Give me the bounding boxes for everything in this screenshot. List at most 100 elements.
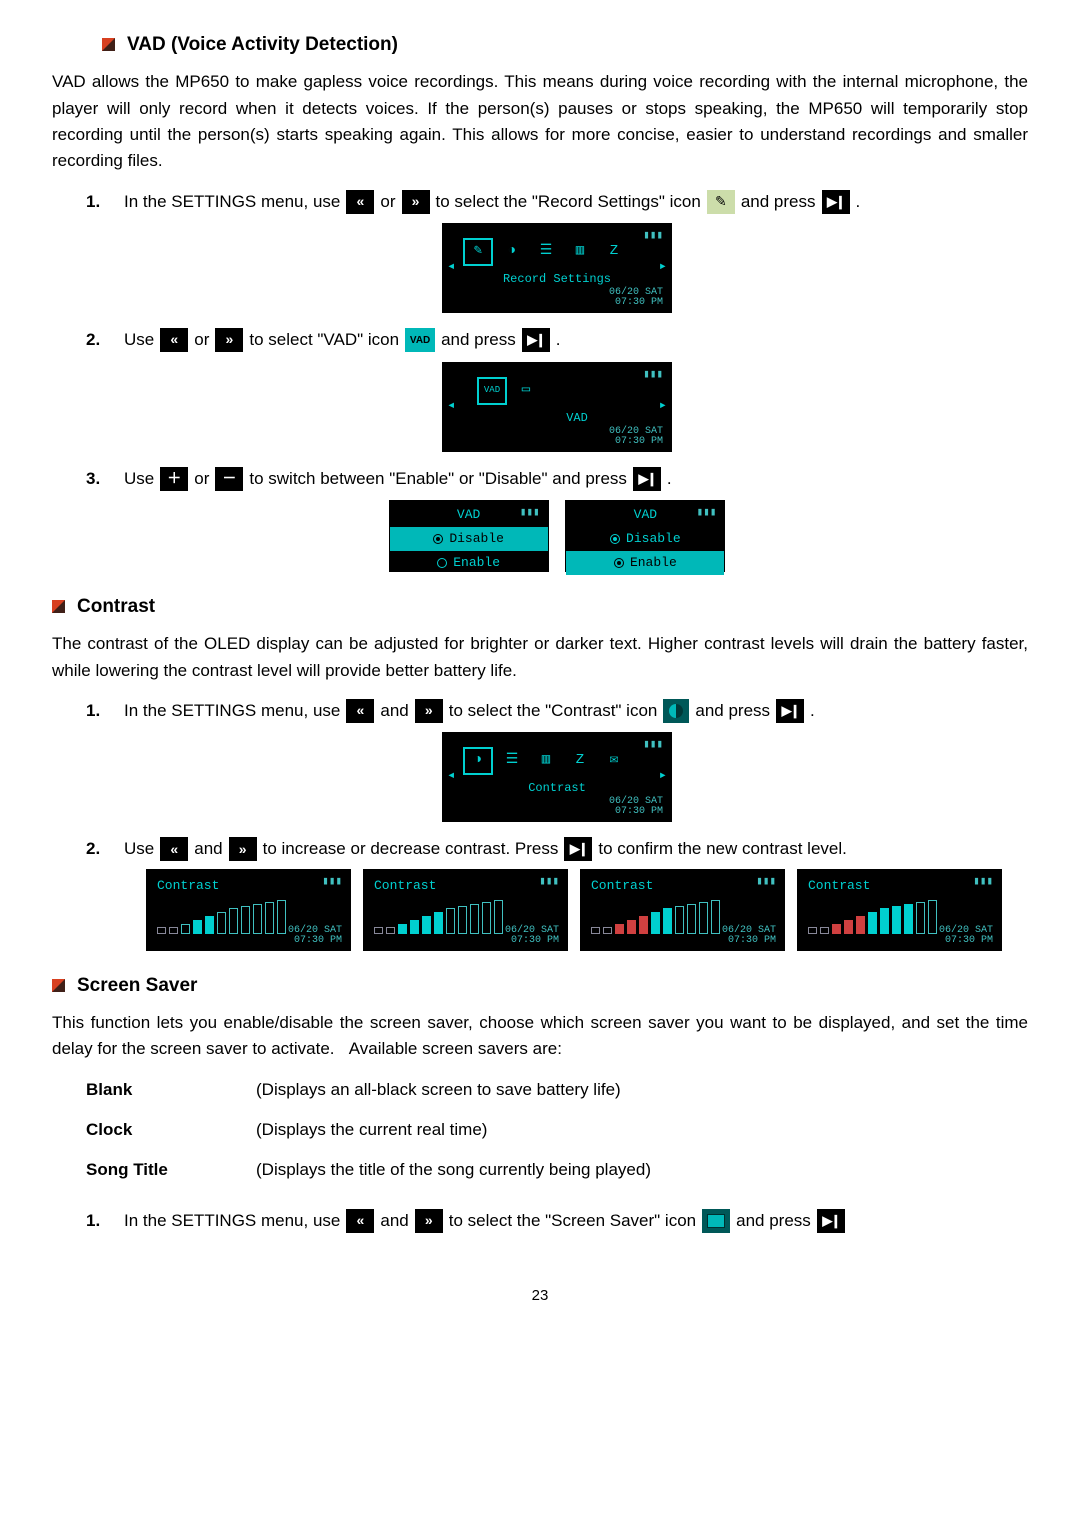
lcd-icon: ◑ (497, 238, 527, 266)
step-number: 1. (86, 698, 106, 724)
lcd-icon: ✎ (463, 238, 493, 266)
saver-option-row: Clock (Displays the current real time) (86, 1117, 1028, 1143)
text: and press (695, 698, 770, 724)
text: In the SETTINGS menu, use (124, 189, 340, 215)
play-pause-icon: ▶❙ (522, 328, 550, 352)
saver-option-desc: (Displays the current real time) (256, 1117, 487, 1143)
text: Use (124, 466, 154, 492)
arrow-right-icon: ▸ (659, 396, 667, 418)
saver-options: Blank (Displays an all-black screen to s… (52, 1077, 1028, 1184)
play-pause-icon: ▶❙ (817, 1209, 845, 1233)
play-pause-icon: ▶❙ (776, 699, 804, 723)
text: or (194, 466, 209, 492)
contrast-step-1: 1. In the SETTINGS menu, use « and » to … (86, 698, 1028, 724)
battery-icon: ▮▮▮ (322, 874, 342, 891)
lcd-icon: Z (565, 747, 595, 775)
step-number: 1. (86, 1208, 106, 1234)
battery-icon: ▮▮▮ (696, 505, 716, 522)
prev-icon: « (160, 837, 188, 861)
contrast-step-2: 2. Use « and » to increase or decrease c… (86, 836, 1028, 862)
text: to confirm the new contrast level. (598, 836, 847, 862)
vad-intro: VAD allows the MP650 to make gapless voi… (52, 69, 1028, 174)
text: and press (741, 189, 816, 215)
lcd-timestamp: 06/20 SAT07:30 PM (609, 797, 663, 817)
lcd-icon: VAD (477, 377, 507, 405)
saver-option-desc: (Displays the title of the song currentl… (256, 1157, 651, 1183)
play-pause-icon: ▶❙ (564, 837, 592, 861)
text: Use (124, 327, 154, 353)
text: to select the "Record Settings" icon (436, 189, 701, 215)
lcd-timestamp: 06/20 SAT07:30 PM (609, 427, 663, 447)
lcd-icon: ✉ (599, 747, 629, 775)
play-pause-icon: ▶❙ (633, 467, 661, 491)
next-icon: » (415, 699, 443, 723)
lcd-icon: ◑ (463, 747, 493, 775)
contrast-label: Contrast (157, 876, 340, 896)
lcd-icon: Z (599, 238, 629, 266)
contrast-box: ▮▮▮ Contrast 06/20 SAT07:30 PM (146, 869, 351, 951)
arrow-left-icon: ◂ (447, 766, 455, 788)
lcd-icon: ☰ (497, 747, 527, 775)
vad-steps: 1. In the SETTINGS menu, use « or » to s… (52, 189, 1028, 572)
text: and (380, 1208, 408, 1234)
vad-heading: VAD (Voice Activity Detection) (127, 30, 398, 59)
bullet-icon (52, 979, 65, 992)
arrow-left-icon: ◂ (447, 257, 455, 279)
lcd-record-settings: ▮▮▮ ◂ ▸ ✎ ◑ ☰ ▥ Z Record Settings 06/20 … (442, 223, 672, 313)
contrast-title: Contrast (52, 592, 1028, 621)
lcd-vad-enable: ▮▮▮ VAD Disable Enable (565, 500, 725, 572)
contrast-intro: The contrast of the OLED display can be … (52, 631, 1028, 684)
text: or (380, 189, 395, 215)
saver-option-row: Blank (Displays an all-black screen to s… (86, 1077, 1028, 1103)
record-settings-icon: ✎ (707, 190, 735, 214)
option-disable: Disable (566, 527, 724, 551)
prev-icon: « (160, 328, 188, 352)
contrast-steps: 1. In the SETTINGS menu, use « and » to … (52, 698, 1028, 951)
vad-icon: VAD (405, 328, 435, 352)
text: and press (736, 1208, 811, 1234)
saver-option-name: Song Title (86, 1157, 256, 1183)
lcd-contrast-menu: ▮▮▮ ◂ ▸ ◑ ☰ ▥ Z ✉ Contrast 06/20 SAT07:3… (442, 732, 672, 822)
battery-icon: ▮▮▮ (643, 228, 663, 245)
next-icon: » (402, 190, 430, 214)
screen-saver-icon (702, 1209, 730, 1233)
option-disable: Disable (390, 527, 548, 551)
bullet-icon (52, 600, 65, 613)
saver-intro: This function lets you enable/disable th… (52, 1010, 1028, 1063)
page-number: 23 (52, 1284, 1028, 1307)
text: or (194, 327, 209, 353)
arrow-right-icon: ▸ (659, 257, 667, 279)
bullet-icon (102, 38, 115, 51)
lcd-icon: ▭ (511, 377, 541, 405)
lcd-vad-disable: ▮▮▮ VAD Disable Enable (389, 500, 549, 572)
contrast-heading: Contrast (77, 592, 155, 621)
battery-icon: ▮▮▮ (643, 367, 663, 384)
contrast-box: ▮▮▮ Contrast 06/20 SAT07:30 PM (363, 869, 568, 951)
battery-icon: ▮▮▮ (520, 505, 540, 522)
vad-step-2: 2. Use « or » to select "VAD" icon VAD a… (86, 327, 1028, 353)
saver-steps: 1. In the SETTINGS menu, use « and » to … (52, 1208, 1028, 1234)
lcd-icon: ☰ (531, 238, 561, 266)
contrast-box: ▮▮▮ Contrast 06/20 SAT07:30 PM (580, 869, 785, 951)
saver-option-desc: (Displays an all-black screen to save ba… (256, 1077, 621, 1103)
text: Use (124, 836, 154, 862)
text: and (194, 836, 222, 862)
text: In the SETTINGS menu, use (124, 698, 340, 724)
prev-icon: « (346, 190, 374, 214)
vad-step-1: 1. In the SETTINGS menu, use « or » to s… (86, 189, 1028, 215)
text: In the SETTINGS menu, use (124, 1208, 340, 1234)
contrast-box: ▮▮▮ Contrast 06/20 SAT07:30 PM (797, 869, 1002, 951)
text: to select the "Contrast" icon (449, 698, 658, 724)
lcd-vad: ▮▮▮ ◂ ▸ VAD ▭ VAD 06/20 SAT07:30 PM (442, 362, 672, 452)
arrow-right-icon: ▸ (659, 766, 667, 788)
step-number: 2. (86, 327, 106, 353)
prev-icon: « (346, 699, 374, 723)
arrow-left-icon: ◂ (447, 396, 455, 418)
play-pause-icon: ▶❙ (822, 190, 850, 214)
text: to select the "Screen Saver" icon (449, 1208, 696, 1234)
next-icon: » (229, 837, 257, 861)
text: to increase or decrease contrast. Press (263, 836, 559, 862)
step-number: 1. (86, 189, 106, 215)
text: to select "VAD" icon (249, 327, 399, 353)
saver-option-name: Clock (86, 1117, 256, 1143)
